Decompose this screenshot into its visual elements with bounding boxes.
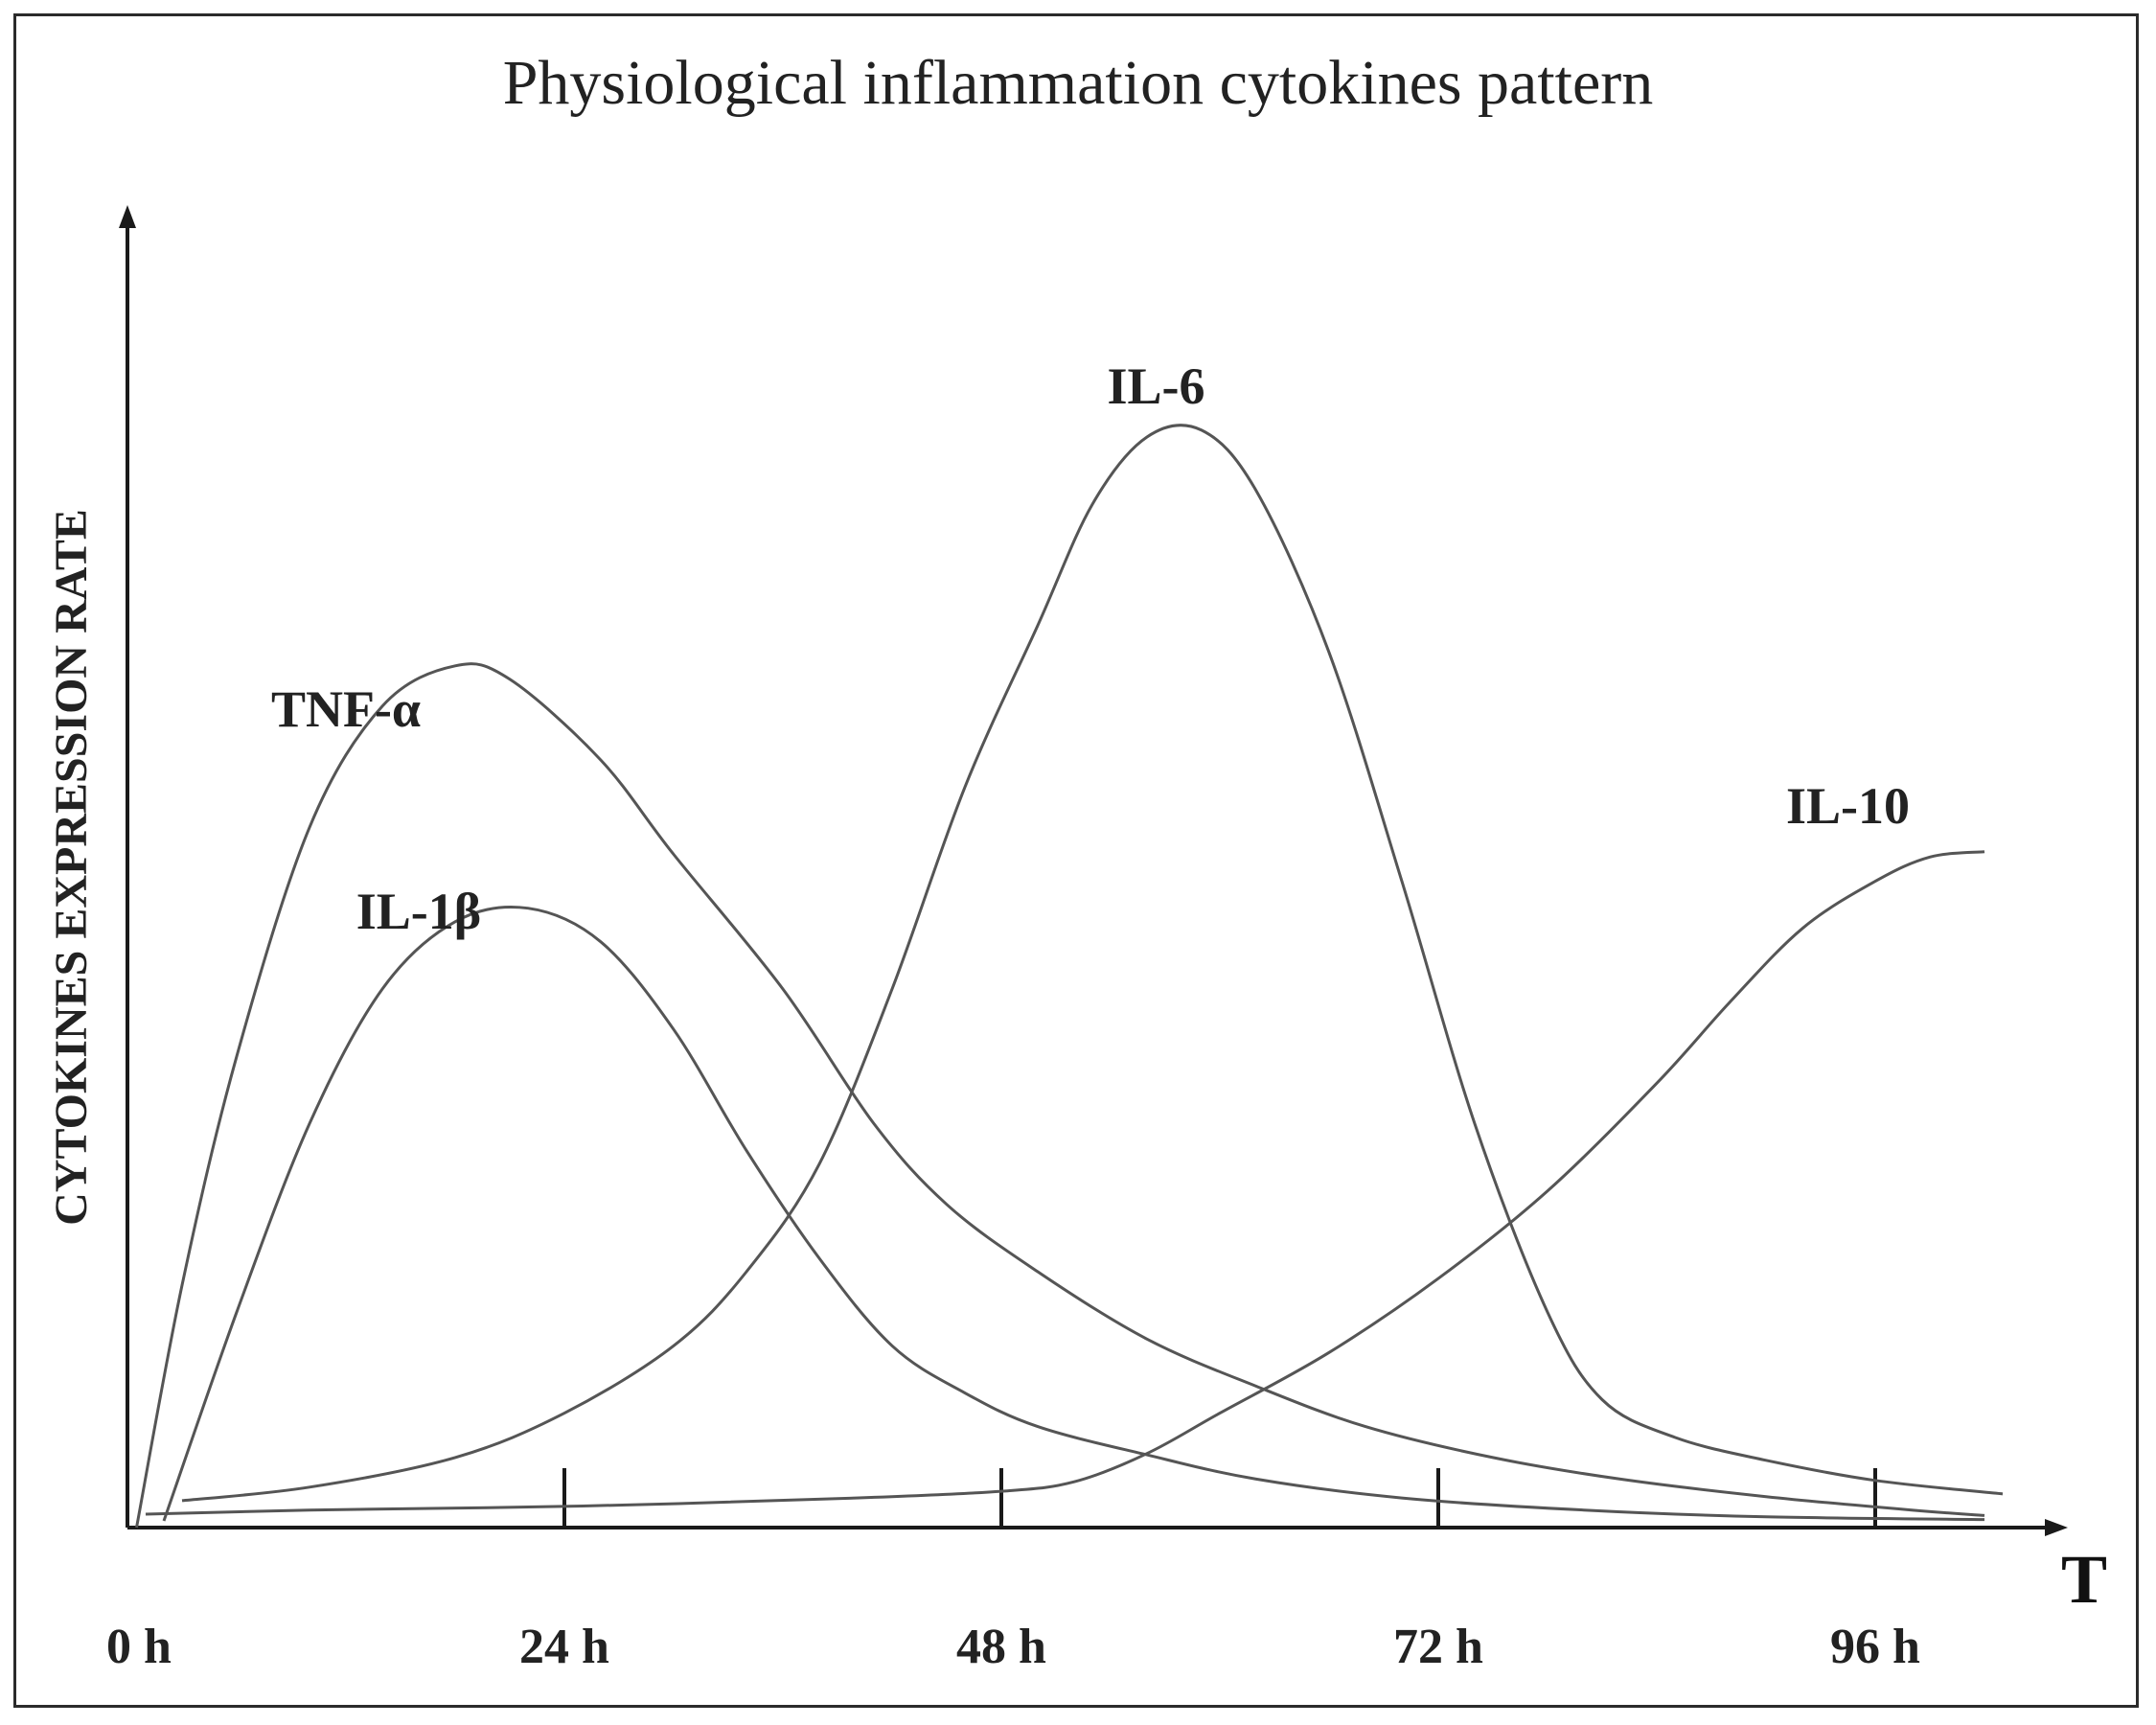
x-axis-label: T bbox=[2061, 1541, 2107, 1618]
x-tick-label: 48 h bbox=[956, 1620, 1046, 1674]
series-label-il-10: IL-10 bbox=[1786, 777, 1910, 835]
x-axis-arrow bbox=[2045, 1519, 2068, 1536]
x-ticks: 0 h 24 h 48 h 72 h 96 h bbox=[106, 1468, 1920, 1674]
series-label-il-6: IL-6 bbox=[1107, 357, 1204, 415]
x-tick-label: 24 h bbox=[519, 1620, 609, 1674]
x-tick-label: 0 h bbox=[106, 1620, 172, 1674]
y-axis-label: CYTOKINES EXPRESSION RATE bbox=[46, 509, 97, 1226]
series-line-il-6 bbox=[181, 424, 2004, 1503]
series-curves bbox=[135, 424, 2004, 1529]
series-line-il-10 bbox=[145, 850, 1985, 1516]
y-axis-arrow bbox=[119, 205, 136, 228]
series-labels: TNF-α IL-1β IL-6 IL-10 bbox=[271, 357, 1910, 940]
series-label-tnf-: TNF-α bbox=[271, 680, 421, 738]
series-line-tnf- bbox=[135, 662, 1985, 1529]
x-tick-label: 72 h bbox=[1393, 1620, 1483, 1674]
x-tick-label: 96 h bbox=[1830, 1620, 1920, 1674]
axes bbox=[119, 205, 2068, 1536]
chart-title: Physiological inflammation cytokines pat… bbox=[503, 48, 1654, 118]
chart-frame bbox=[13, 13, 2139, 1708]
series-label-il-1-: IL-1β bbox=[356, 883, 481, 940]
series-line-il-1- bbox=[162, 905, 1985, 1522]
